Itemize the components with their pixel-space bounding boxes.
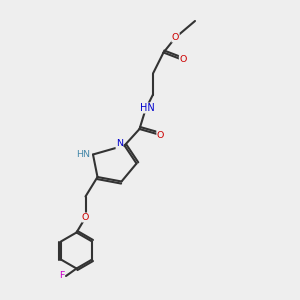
Text: HN: HN [140,103,154,113]
Text: O: O [82,213,89,222]
Text: HN: HN [76,150,90,159]
Text: O: O [172,33,179,42]
Text: N: N [116,140,123,148]
Text: F: F [59,272,64,280]
Text: O: O [179,56,187,64]
Text: O: O [157,130,164,140]
